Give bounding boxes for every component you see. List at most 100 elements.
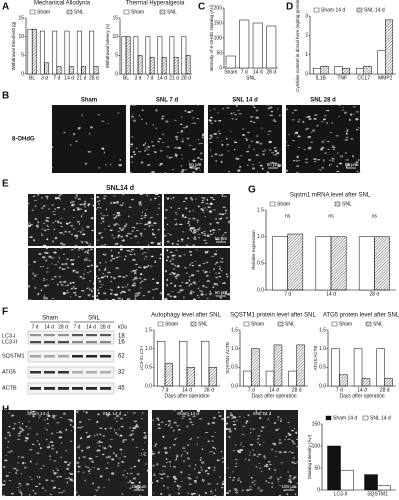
y-tick-label: 1.5 [257, 207, 264, 213]
cell [185, 272, 188, 274]
band [86, 355, 97, 358]
cell [32, 272, 35, 275]
cell [75, 237, 78, 239]
cell [213, 232, 215, 234]
cell [103, 292, 107, 295]
cell [213, 209, 216, 211]
cell [112, 195, 116, 197]
cell [287, 438, 291, 440]
cell [188, 224, 191, 227]
cell [155, 281, 160, 284]
cell [237, 109, 240, 112]
cell [116, 112, 120, 114]
cell [103, 447, 107, 450]
cell [284, 439, 287, 441]
cell [155, 127, 158, 130]
legend-swatch [277, 321, 284, 327]
cell [173, 409, 176, 412]
bar [339, 374, 348, 387]
cell [296, 155, 299, 159]
cell [211, 436, 214, 437]
band [44, 355, 55, 358]
cell [181, 454, 184, 455]
cell [165, 457, 168, 461]
cell [51, 204, 55, 206]
band [86, 341, 97, 344]
cell [96, 420, 99, 424]
cell [175, 277, 178, 280]
cell [17, 456, 20, 458]
legend-label: Sham [277, 201, 290, 207]
x-tick-label: 28 d [266, 69, 276, 75]
cell [53, 460, 57, 462]
cell [213, 253, 218, 256]
cell [44, 427, 46, 429]
cell [205, 274, 209, 277]
bar [252, 22, 263, 69]
cell [286, 108, 289, 111]
cell [173, 273, 176, 276]
cell [99, 433, 102, 436]
cell [147, 164, 151, 166]
cell [192, 217, 196, 220]
cell [150, 172, 153, 174]
blot-row-label: ACTB [2, 385, 17, 391]
cell [136, 487, 139, 489]
cell [137, 484, 141, 487]
cell [152, 474, 157, 476]
blot-group: SNL [88, 316, 100, 322]
cell [278, 442, 282, 444]
cell [198, 280, 200, 282]
cell [177, 492, 181, 495]
cell [95, 456, 99, 458]
cell [218, 272, 221, 275]
band [100, 334, 111, 337]
cell [255, 141, 259, 144]
cell [279, 418, 283, 420]
blot-group: Sham [42, 316, 58, 322]
cell [324, 152, 327, 154]
cell [250, 140, 254, 143]
cell [204, 270, 208, 273]
cell [256, 171, 259, 173]
cell [132, 150, 135, 154]
cell [231, 118, 235, 120]
cell [126, 481, 131, 483]
cell [169, 446, 171, 449]
cell [133, 272, 136, 275]
cell [255, 409, 258, 413]
cell [221, 193, 224, 196]
cell [225, 428, 229, 431]
cell [81, 114, 83, 117]
legend-swatch [331, 321, 338, 327]
cell [43, 298, 46, 300]
cell [235, 157, 238, 160]
cell [337, 152, 339, 155]
cell [174, 477, 178, 480]
cell [28, 285, 30, 288]
cell [118, 457, 122, 459]
cell [172, 169, 175, 171]
cell [51, 480, 53, 482]
cell [169, 251, 173, 254]
cell [233, 113, 238, 116]
cell [338, 115, 341, 117]
cell [141, 109, 144, 112]
cell [109, 427, 113, 430]
legend-swatch [325, 415, 332, 421]
cell [327, 109, 330, 112]
cell [221, 257, 224, 260]
cell [216, 112, 220, 114]
cell [57, 260, 59, 263]
cell [17, 421, 21, 423]
bar [173, 56, 179, 75]
cell [117, 462, 120, 465]
cell [140, 286, 142, 290]
cell [203, 239, 207, 241]
y-tick-label: 1.5 [145, 327, 152, 333]
bar [312, 67, 322, 75]
cell [227, 222, 230, 224]
cell [201, 209, 205, 212]
cell [215, 276, 219, 279]
cell [223, 282, 226, 284]
